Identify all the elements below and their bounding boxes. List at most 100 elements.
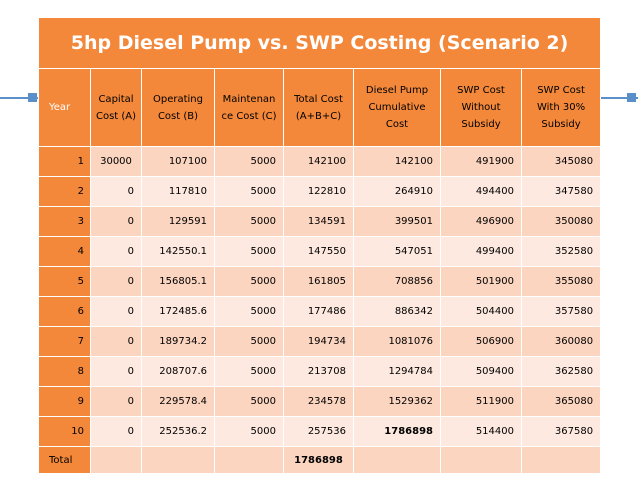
- cell-swp-with: 355080: [520, 266, 602, 297]
- total-empty-cell: [141, 446, 215, 474]
- header-operating: Operating Cost (B): [141, 68, 215, 147]
- cell-capital: 0: [90, 326, 142, 357]
- total-cost-value: 1786898: [283, 446, 354, 474]
- cell-year: 5: [38, 266, 91, 297]
- table-row: 10 0 252536.2 5000 257536 1786898 514400…: [38, 416, 602, 447]
- cell-year: 2: [38, 176, 91, 207]
- cell-swp-without: 506900: [440, 326, 522, 357]
- cell-capital: 0: [90, 416, 142, 447]
- cell-swp-with: 352580: [520, 236, 602, 267]
- cell-maintenance: 5000: [214, 326, 284, 357]
- cell-swp-without: 496900: [440, 206, 522, 237]
- cell-year: 6: [38, 296, 91, 327]
- header-capital: Capital Cost (A): [90, 68, 142, 147]
- cell-maintenance: 5000: [214, 356, 284, 387]
- cell-total: 134591: [283, 206, 354, 237]
- table-row: 1 30000 107100 5000 142100 142100 491900…: [38, 146, 602, 177]
- cell-diesel-cumulative: 1786898: [353, 416, 441, 447]
- cell-maintenance: 5000: [214, 176, 284, 207]
- total-empty-cell: [520, 446, 602, 474]
- cell-operating: 156805.1: [141, 266, 215, 297]
- cell-diesel-cumulative: 264910: [353, 176, 441, 207]
- cell-total: 234578: [283, 386, 354, 417]
- cell-total: 177486: [283, 296, 354, 327]
- decorative-square-left: [28, 93, 37, 102]
- cell-operating: 172485.6: [141, 296, 215, 327]
- table-row: 2 0 117810 5000 122810 264910 494400 347…: [38, 176, 602, 207]
- table-row: 4 0 142550.1 5000 147550 547051 499400 3…: [38, 236, 602, 267]
- cell-operating: 252536.2: [141, 416, 215, 447]
- total-empty-cell: [214, 446, 284, 474]
- cell-diesel-cumulative: 886342: [353, 296, 441, 327]
- cell-swp-without: 514400: [440, 416, 522, 447]
- cell-year: 3: [38, 206, 91, 237]
- cell-total: 213708: [283, 356, 354, 387]
- decorative-square-right: [627, 93, 636, 102]
- cell-swp-without: 504400: [440, 296, 522, 327]
- cell-maintenance: 5000: [214, 296, 284, 327]
- cell-capital: 0: [90, 266, 142, 297]
- cell-diesel-cumulative: 142100: [353, 146, 441, 177]
- cell-total: 161805: [283, 266, 354, 297]
- cell-maintenance: 5000: [214, 416, 284, 447]
- table-row: 3 0 129591 5000 134591 399501 496900 350…: [38, 206, 602, 237]
- cell-swp-with: 362580: [520, 356, 602, 387]
- cell-swp-with: 347580: [520, 176, 602, 207]
- cell-capital: 0: [90, 176, 142, 207]
- total-label: Total: [38, 446, 91, 474]
- table-row: 5 0 156805.1 5000 161805 708856 501900 3…: [38, 266, 602, 297]
- header-swp-without-subsidy: SWP Cost Without Subsidy: [440, 68, 522, 147]
- cell-capital: 30000: [90, 146, 142, 177]
- cell-capital: 0: [90, 236, 142, 267]
- cell-swp-with: 350080: [520, 206, 602, 237]
- cell-operating: 189734.2: [141, 326, 215, 357]
- cell-operating: 107100: [141, 146, 215, 177]
- cell-swp-without: 491900: [440, 146, 522, 177]
- cell-capital: 0: [90, 296, 142, 327]
- cell-swp-without: 494400: [440, 176, 522, 207]
- cell-year: 8: [38, 356, 91, 387]
- cell-year: 1: [38, 146, 91, 177]
- cell-operating: 129591: [141, 206, 215, 237]
- cell-swp-with: 360080: [520, 326, 602, 357]
- header-year: Year: [38, 68, 91, 147]
- cell-year: 9: [38, 386, 91, 417]
- cell-maintenance: 5000: [214, 206, 284, 237]
- cell-swp-without: 499400: [440, 236, 522, 267]
- cell-diesel-cumulative: 1529362: [353, 386, 441, 417]
- cell-diesel-cumulative: 1294784: [353, 356, 441, 387]
- cell-swp-without: 511900: [440, 386, 522, 417]
- header-total-cost: Total Cost (A+B+C): [283, 68, 354, 147]
- costing-table: 5hp Diesel Pump vs. SWP Costing (Scenari…: [37, 17, 602, 474]
- cell-year: 4: [38, 236, 91, 267]
- total-empty-cell: [440, 446, 522, 474]
- cell-maintenance: 5000: [214, 266, 284, 297]
- header-diesel-cumulative: Diesel Pump Cumulative Cost: [353, 68, 441, 147]
- cell-maintenance: 5000: [214, 146, 284, 177]
- cell-operating: 117810: [141, 176, 215, 207]
- cell-operating: 229578.4: [141, 386, 215, 417]
- cell-total: 122810: [283, 176, 354, 207]
- cell-total: 147550: [283, 236, 354, 267]
- cell-total: 257536: [283, 416, 354, 447]
- cell-operating: 208707.6: [141, 356, 215, 387]
- cell-capital: 0: [90, 206, 142, 237]
- decorative-line-left: [0, 97, 40, 99]
- header-maintenance: Maintenan ce Cost (C): [214, 68, 284, 147]
- total-row: Total 1786898: [38, 446, 602, 474]
- total-empty-cell: [353, 446, 441, 474]
- cell-capital: 0: [90, 356, 142, 387]
- cell-swp-with: 367580: [520, 416, 602, 447]
- table-title: 5hp Diesel Pump vs. SWP Costing (Scenari…: [37, 17, 602, 69]
- cell-capital: 0: [90, 386, 142, 417]
- table-row: 6 0 172485.6 5000 177486 886342 504400 3…: [38, 296, 602, 327]
- cell-diesel-cumulative: 708856: [353, 266, 441, 297]
- cell-swp-with: 365080: [520, 386, 602, 417]
- cell-maintenance: 5000: [214, 386, 284, 417]
- cell-year: 7: [38, 326, 91, 357]
- cell-total: 194734: [283, 326, 354, 357]
- cell-swp-with: 345080: [520, 146, 602, 177]
- table-row: 8 0 208707.6 5000 213708 1294784 509400 …: [38, 356, 602, 387]
- table-row: 9 0 229578.4 5000 234578 1529362 511900 …: [38, 386, 602, 417]
- header-swp-with-subsidy: SWP Cost With 30% Subsidy: [520, 68, 602, 147]
